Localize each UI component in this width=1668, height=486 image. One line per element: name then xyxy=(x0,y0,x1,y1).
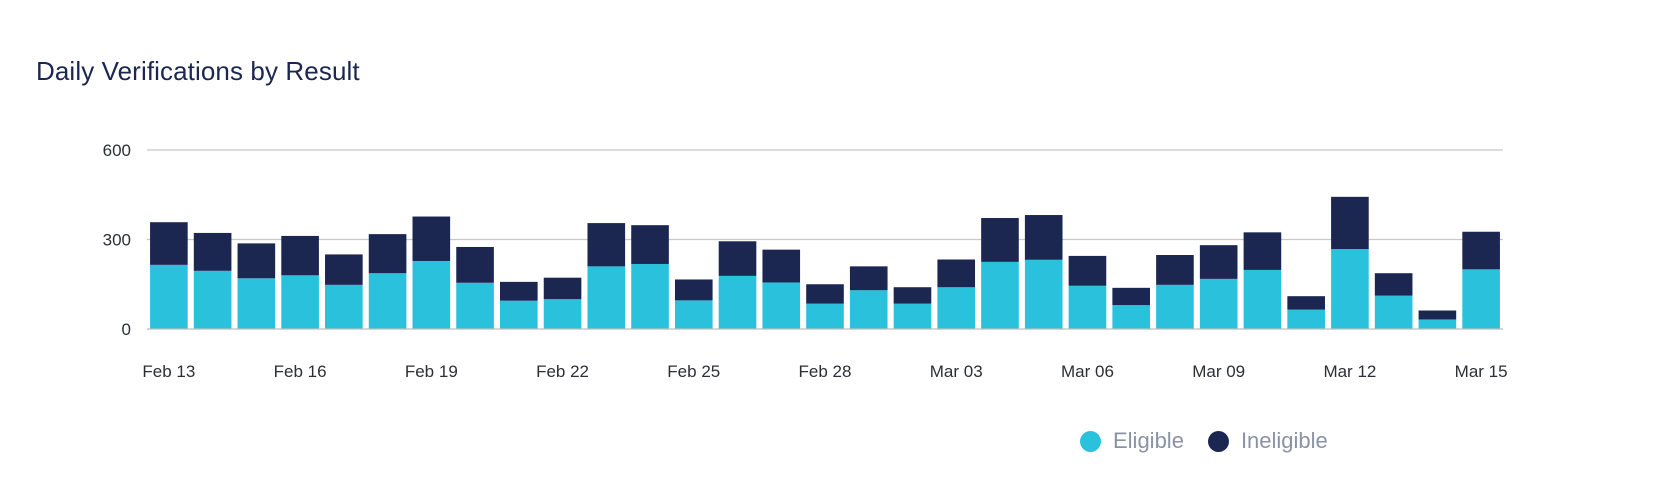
bar-ineligible xyxy=(193,232,232,271)
chart-legend: Eligible Ineligible xyxy=(1080,428,1352,454)
bar-eligible xyxy=(1024,259,1063,329)
bar-ineligible xyxy=(368,234,407,274)
bar-ineligible xyxy=(1462,231,1500,270)
bar-eligible xyxy=(806,303,844,329)
bar-ineligible xyxy=(587,223,626,267)
bar-eligible xyxy=(499,300,538,329)
x-tick-label: Feb 16 xyxy=(274,362,327,381)
bar-ineligible xyxy=(1199,245,1238,279)
bar-eligible xyxy=(193,270,232,329)
bar-ineligible xyxy=(150,222,188,265)
bar-ineligible xyxy=(1068,255,1107,286)
bar-eligible xyxy=(849,290,888,329)
x-tick-label: Mar 06 xyxy=(1061,362,1114,381)
bars xyxy=(150,196,1500,329)
x-tick-label: Mar 03 xyxy=(930,362,983,381)
bar-eligible xyxy=(412,260,451,329)
bar-eligible xyxy=(368,273,407,329)
bar-eligible xyxy=(456,282,494,329)
y-tick-label: 300 xyxy=(103,231,131,250)
chart-title: Daily Verifications by Result xyxy=(36,56,360,86)
bar-eligible xyxy=(762,282,801,329)
bar-eligible xyxy=(1462,269,1500,329)
legend-swatch-eligible xyxy=(1080,430,1101,452)
bar-ineligible xyxy=(718,241,757,276)
axes: 0 300 600 Feb 13 Feb 16 Feb 19 Feb 22 Feb 25 Feb… xyxy=(103,141,1508,381)
bar-ineligible xyxy=(499,281,538,301)
bar-ineligible xyxy=(1374,273,1413,296)
legend-label-eligible: Eligible xyxy=(1113,428,1184,453)
bar-eligible xyxy=(1374,295,1413,329)
bar-ineligible xyxy=(806,284,844,304)
x-tick-label: Feb 22 xyxy=(536,362,589,381)
bar-ineligible xyxy=(1024,215,1063,260)
bar-ineligible xyxy=(849,266,888,291)
legend-item-eligible[interactable]: Eligible xyxy=(1080,428,1184,454)
y-tick-label: 0 xyxy=(122,320,131,339)
bar-ineligible xyxy=(237,243,276,279)
bar-ineligible xyxy=(456,246,494,283)
x-tick-label: Mar 09 xyxy=(1192,362,1245,381)
bar-ineligible xyxy=(631,225,669,264)
x-tick-label: Feb 25 xyxy=(667,362,720,381)
x-tick-label: Feb 13 xyxy=(142,362,195,381)
bar-eligible xyxy=(587,266,626,329)
bar-eligible xyxy=(1156,284,1194,329)
bar-ineligible xyxy=(1112,287,1151,306)
bar-ineligible xyxy=(893,287,932,304)
bar-eligible xyxy=(150,264,188,329)
bar-eligible xyxy=(237,278,276,329)
x-tick-label: Mar 15 xyxy=(1455,362,1508,381)
bar-eligible xyxy=(543,299,582,329)
bar-ineligible xyxy=(1418,310,1457,320)
bar-eligible xyxy=(1112,305,1151,329)
bar-ineligible xyxy=(762,249,801,283)
bar-eligible xyxy=(281,275,319,329)
bar-eligible xyxy=(1418,319,1457,329)
x-tick-label: Feb 19 xyxy=(405,362,458,381)
bar-ineligible xyxy=(1287,296,1325,310)
bar-eligible xyxy=(937,287,976,329)
bar-eligible xyxy=(631,263,669,329)
bar-eligible xyxy=(1199,278,1238,329)
bar-eligible xyxy=(1331,249,1369,329)
legend-item-ineligible[interactable]: Ineligible xyxy=(1207,428,1328,454)
legend-label-ineligible: Ineligible xyxy=(1240,428,1328,453)
bar-ineligible xyxy=(1331,196,1369,250)
bar-ineligible xyxy=(981,218,1019,262)
bar-ineligible xyxy=(543,277,582,300)
legend-swatch-ineligible xyxy=(1207,430,1229,452)
bar-ineligible xyxy=(281,235,319,276)
bar-ineligible xyxy=(1243,232,1282,270)
bar-ineligible xyxy=(937,259,976,288)
bar-ineligible xyxy=(1156,255,1194,285)
bar-eligible xyxy=(893,303,932,329)
bar-eligible xyxy=(674,300,713,329)
grid-lines xyxy=(147,149,1503,241)
bar-eligible xyxy=(981,261,1019,329)
x-tick-label: Mar 12 xyxy=(1323,362,1376,381)
bar-ineligible xyxy=(325,254,363,285)
x-tick-label: Feb 28 xyxy=(799,362,852,381)
bar-ineligible xyxy=(674,279,713,301)
y-tick-label: 600 xyxy=(103,141,131,160)
bar-eligible xyxy=(1287,309,1325,329)
bar-eligible xyxy=(325,284,363,329)
bar-eligible xyxy=(718,275,757,329)
bar-ineligible xyxy=(412,216,451,261)
bar-eligible xyxy=(1243,269,1282,329)
bar-eligible xyxy=(1068,285,1107,329)
